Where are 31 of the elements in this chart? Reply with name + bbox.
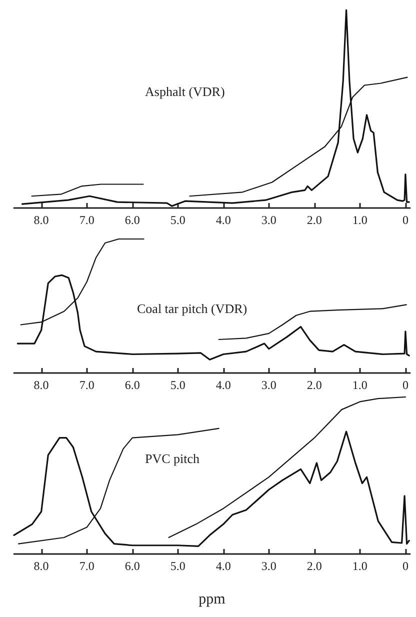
x-tick-label: 1.0 — [352, 378, 368, 392]
x-tick-label: 3.0 — [261, 378, 276, 392]
x-axis-title: ppm — [198, 592, 226, 608]
x-tick-label: 2.0 — [306, 378, 322, 392]
x-tick-label: 4.0 — [216, 559, 231, 573]
x-tick-label: 5.0 — [170, 559, 186, 573]
x-tick-label: 0 — [402, 213, 408, 227]
x-tick-label: 2.0 — [306, 559, 322, 573]
x-tick-label: 1.0 — [352, 559, 368, 573]
x-tick-label: 8.0 — [34, 559, 49, 573]
text: Coal tar pitch (VDR) — [137, 301, 248, 316]
x-tick-label: 3.0 — [261, 213, 276, 227]
x-tick-label: 7.0 — [79, 559, 94, 573]
text: Asphalt (VDR) — [145, 84, 225, 99]
x-tick-label: 0 — [402, 559, 408, 573]
x-tick-label: 0 — [402, 378, 408, 392]
x-tick-label: 2.0 — [306, 213, 322, 227]
x-tick-label: 8.0 — [34, 378, 49, 392]
x-tick-label: 5.0 — [170, 213, 186, 227]
x-tick-label: 7.0 — [79, 378, 94, 392]
x-tick-label: 8.0 — [34, 213, 49, 227]
x-tick-label: 7.0 — [79, 213, 94, 227]
x-tick-label: 3.0 — [261, 559, 276, 573]
x-tick-label: 6.0 — [124, 213, 140, 227]
text: PVC pitch — [145, 451, 200, 466]
x-tick-label: 5.0 — [170, 378, 186, 392]
x-tick-label: 1.0 — [352, 213, 368, 227]
x-tick-label: 4.0 — [216, 213, 231, 227]
x-tick-label: 6.0 — [124, 559, 140, 573]
x-tick-label: 4.0 — [216, 378, 231, 392]
x-tick-label: 6.0 — [124, 378, 140, 392]
